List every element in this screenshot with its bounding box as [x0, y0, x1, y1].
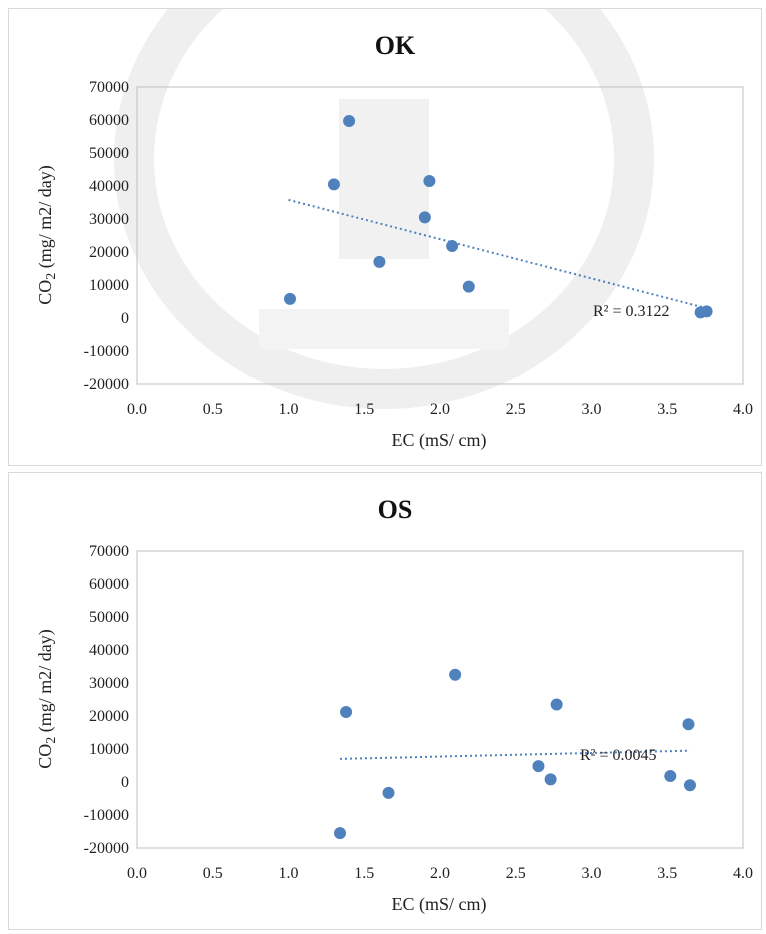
data-point [544, 773, 557, 786]
y-tick-labels: 70000 60000 50000 40000 30000 20000 10000 0 -100… [84, 543, 129, 857]
trendline [288, 198, 704, 309]
x-tick-labels: 0.0 0.5 1.0 1.5 2.0 2.5 3.0 3.5 4.0 [127, 401, 753, 418]
x-tick-label: 3.0 [582, 865, 602, 882]
y-tick-label: 40000 [89, 642, 129, 659]
y-tick-label: 0 [121, 774, 129, 791]
data-point [682, 718, 695, 731]
data-point [373, 255, 386, 268]
x-tick-label: 4.0 [733, 401, 753, 418]
x-tick-label: 1.0 [279, 865, 299, 882]
y-tick-label: 60000 [89, 576, 129, 593]
x-tick-label: 0.5 [203, 865, 223, 882]
x-tick-labels: 0.0 0.5 1.0 1.5 2.0 2.5 3.0 3.5 4.0 [127, 865, 753, 882]
y-axis-label: CO2 (mg/ m2/ day) [35, 165, 59, 305]
y-tick-label: 0 [121, 310, 129, 327]
chart-panel-ok: OK 70000 60000 50000 40000 30000 20000 10000 0 -… [8, 0, 762, 466]
x-tick-label: 3.0 [582, 401, 602, 418]
x-tick-label: 2.5 [506, 401, 526, 418]
y-tick-label: 60000 [89, 112, 129, 129]
data-point [327, 178, 340, 191]
data-point [550, 698, 563, 711]
y-tick-label: 70000 [89, 79, 129, 96]
x-tick-label: 4.0 [733, 865, 753, 882]
y-tick-label: 40000 [89, 178, 129, 195]
y-tick-label: -10000 [84, 343, 129, 360]
x-tick-label: 0.0 [127, 401, 147, 418]
y-tick-label: 30000 [89, 675, 129, 692]
data-point [284, 292, 297, 305]
plot-area-border [136, 550, 744, 849]
chart-svg: OS 70000 60000 50000 40000 30000 20000 10000 0 -… [35, 495, 753, 915]
x-tick-label: 1.0 [279, 401, 299, 418]
data-point [664, 770, 677, 783]
x-tick-label: 2.0 [430, 401, 450, 418]
y-tick-label: 50000 [89, 145, 129, 162]
data-point [532, 760, 545, 773]
scatter-points [284, 114, 713, 319]
x-tick-label: 0.0 [127, 865, 147, 882]
x-tick-label: 1.5 [354, 865, 374, 882]
chart-title: OS [378, 495, 413, 524]
x-tick-label: 1.5 [354, 401, 374, 418]
data-point [343, 114, 356, 127]
data-point [683, 779, 696, 792]
y-tick-label: 10000 [89, 741, 129, 758]
chart-panel-os: OS 70000 60000 50000 40000 30000 20000 10000 0 -… [8, 472, 762, 930]
x-axis-label: EC (mS/ cm) [392, 894, 487, 915]
y-tick-label: 20000 [89, 708, 129, 725]
data-point [700, 305, 713, 318]
trendline [339, 749, 690, 760]
y-tick-label: 30000 [89, 211, 129, 228]
data-point [446, 240, 459, 253]
y-axis-label: CO2 (mg/ m2/ day) [35, 629, 59, 769]
university-seal-watermark-icon [114, 0, 654, 409]
y-tick-label: 10000 [89, 277, 129, 294]
scatter-points [334, 668, 696, 840]
x-tick-label: 0.5 [203, 401, 223, 418]
y-tick-label: -20000 [84, 840, 129, 857]
chart-title: OK [375, 31, 416, 60]
x-tick-label: 3.5 [657, 401, 677, 418]
data-point [462, 280, 475, 293]
data-point [334, 827, 347, 840]
data-point [418, 211, 431, 224]
data-point [340, 706, 353, 719]
y-tick-label: -10000 [84, 807, 129, 824]
y-tick-labels: 70000 60000 50000 40000 30000 20000 10000 0 -100… [84, 79, 129, 393]
data-point [423, 175, 436, 188]
x-axis-label: EC (mS/ cm) [392, 430, 487, 451]
chart-svg: OK 70000 60000 50000 40000 30000 20000 10000 0 -… [35, 0, 753, 451]
y-tick-label: 70000 [89, 543, 129, 560]
y-tick-label: 50000 [89, 609, 129, 626]
x-tick-label: 2.5 [506, 865, 526, 882]
x-tick-label: 2.0 [430, 865, 450, 882]
r-squared-label: R² = 0.0045 [580, 747, 657, 764]
r-squared-label: R² = 0.3122 [593, 303, 670, 320]
data-point [449, 668, 462, 681]
x-tick-label: 3.5 [657, 865, 677, 882]
y-tick-label: 20000 [89, 244, 129, 261]
data-point [382, 786, 395, 799]
y-tick-label: -20000 [84, 376, 129, 393]
plot-area-border [136, 86, 744, 385]
